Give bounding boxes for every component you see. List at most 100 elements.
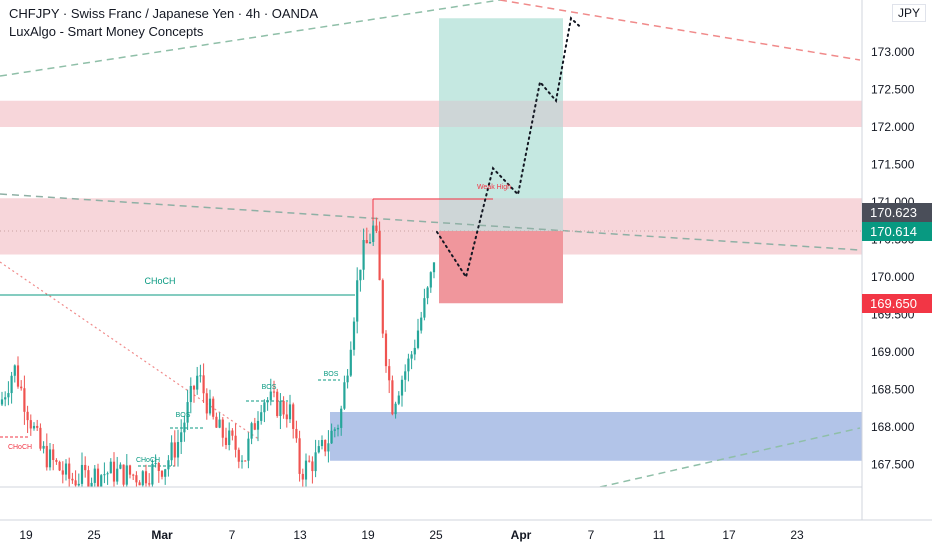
x-tick-label: Mar [151, 528, 173, 542]
candle-body [314, 452, 317, 472]
annotation-label: CHoCH [136, 457, 160, 464]
candle-body [0, 399, 4, 405]
candle-body [119, 464, 122, 469]
candle-body [151, 463, 154, 485]
candle-body [320, 439, 324, 447]
candle-body [429, 272, 432, 288]
demand-zone [330, 412, 862, 461]
candle-body [135, 475, 138, 483]
candle-body [208, 398, 212, 414]
candle-body [77, 483, 80, 486]
candle-body [64, 463, 68, 475]
candles-layer [0, 217, 436, 487]
candle-body [13, 365, 16, 376]
candle-body [192, 385, 196, 390]
chart-header: CHFJPY · Swiss Franc / Japanese Yen · 4h… [9, 5, 318, 41]
x-tick-label: 17 [722, 528, 736, 542]
candle-body [228, 430, 231, 446]
candle-body [106, 473, 109, 475]
candle-body [167, 460, 170, 470]
candle-body [391, 380, 394, 415]
candle-body [410, 354, 413, 359]
candle-body [311, 461, 314, 472]
candle-body [298, 438, 301, 474]
candle-body [269, 391, 272, 401]
y-axis-bg [862, 0, 932, 550]
candle-body [160, 470, 164, 477]
candle-body [173, 442, 176, 458]
candle-body [365, 240, 368, 244]
candle-body [180, 432, 183, 443]
candle-body [61, 470, 64, 475]
candle-body [231, 430, 234, 436]
candle-body [48, 449, 52, 468]
x-tick-label: 13 [293, 528, 307, 542]
candle-body [157, 463, 160, 471]
candle-body [183, 422, 186, 433]
x-tick-label: 25 [87, 528, 101, 542]
x-tick-label: 23 [790, 528, 804, 542]
candle-body [333, 429, 336, 431]
candle-body [381, 280, 384, 334]
x-tick-label: Apr [511, 528, 532, 542]
candle-body [426, 287, 429, 299]
candle-body [330, 430, 333, 444]
candle-body [352, 321, 356, 350]
candle-body [327, 443, 330, 452]
candle-body [250, 423, 253, 439]
candle-body [413, 347, 416, 355]
candle-body [164, 469, 167, 477]
candle-body [234, 435, 237, 450]
candle-body [301, 473, 304, 480]
trendlines-layer [0, 0, 862, 488]
projection-path [436, 16, 580, 280]
candle-body [7, 393, 10, 398]
candle-body [199, 375, 202, 377]
x-tick-label: 25 [429, 528, 443, 542]
supply-zone-lower [0, 198, 862, 255]
candle-body [247, 438, 250, 461]
indicator-name: LuxAlgo - Smart Money Concepts [9, 24, 204, 39]
candle-body [55, 459, 58, 462]
target-overlap-lower [439, 198, 563, 231]
candle-body [90, 482, 93, 487]
y-tick-label: 168.500 [871, 383, 915, 397]
candle-body [397, 395, 400, 404]
y-tick-label: 171.500 [871, 158, 915, 172]
candle-body [388, 366, 391, 381]
candle-body [205, 393, 208, 414]
candle-body [263, 402, 266, 413]
candle-body [372, 225, 375, 242]
candle-body [340, 408, 343, 428]
candle-body [304, 460, 308, 480]
candle-body [16, 365, 20, 387]
currency-label[interactable]: JPY [891, 4, 926, 22]
price-label-dark: 170.623 [862, 203, 932, 222]
candle-body [103, 474, 106, 476]
candle-body [285, 414, 288, 420]
candle-body [23, 388, 26, 412]
candle-body [368, 241, 372, 244]
candle-body [154, 463, 157, 465]
candle-body [29, 420, 32, 429]
candle-body [276, 391, 279, 417]
x-tick-label: 7 [588, 528, 595, 542]
candle-body [404, 371, 407, 380]
symbol-title: CHFJPY · Swiss Franc / Japanese Yen · 4h… [9, 6, 318, 21]
candle-body [375, 225, 378, 232]
candle-body [407, 358, 410, 372]
y-tick-label: 167.500 [871, 458, 915, 472]
candle-body [52, 449, 55, 460]
candle-body [324, 439, 327, 452]
candle-body [122, 464, 125, 485]
candle-body [423, 298, 426, 318]
candle-body [26, 411, 29, 421]
y-tick-label: 169.000 [871, 345, 915, 359]
long-stop-box [439, 230, 563, 304]
annotation-label: Weak High [477, 184, 511, 191]
candle-body [272, 391, 276, 393]
candle-body [295, 428, 298, 439]
candle-body [132, 474, 135, 476]
